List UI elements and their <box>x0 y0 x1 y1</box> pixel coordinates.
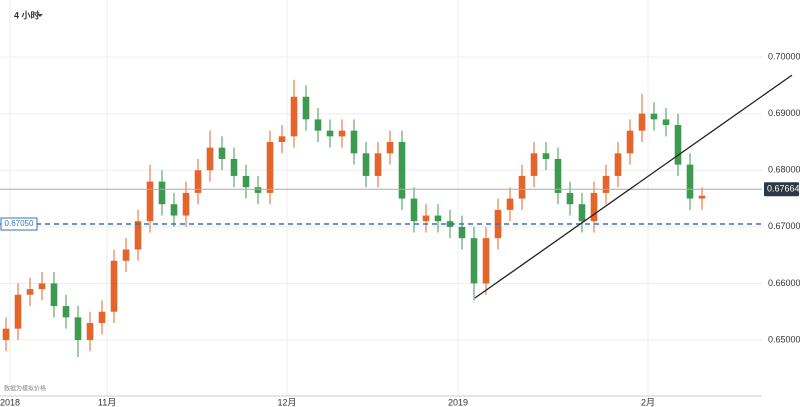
candle-body <box>14 294 22 329</box>
candle-body <box>110 260 118 312</box>
level-label-box <box>0 217 38 231</box>
candle-body <box>674 125 682 165</box>
candle-body <box>542 153 550 159</box>
candle-body <box>134 221 142 250</box>
candle-body <box>122 249 130 261</box>
candle-body <box>266 141 274 193</box>
candle-body <box>206 147 214 171</box>
candle-body <box>278 136 286 142</box>
candle-body <box>170 204 178 216</box>
candle-body <box>50 283 58 307</box>
price-label-box <box>764 182 799 197</box>
candle-body <box>350 130 358 154</box>
candle-body <box>98 311 106 324</box>
candle-body <box>614 153 622 176</box>
candle-body <box>530 153 538 176</box>
candle-body <box>362 153 370 176</box>
candle-body <box>578 204 586 222</box>
candle-body <box>242 175 250 188</box>
y-tick-label: 0.70000 <box>768 52 800 62</box>
x-tick-label: 12月 <box>278 397 297 407</box>
candle-body <box>146 181 154 222</box>
candle-body <box>434 215 442 222</box>
candle-body <box>566 192 574 205</box>
candle-body <box>254 187 262 193</box>
candle-body <box>518 175 526 199</box>
candle-body <box>686 164 694 199</box>
candle-body <box>62 306 70 318</box>
x-tick-label: 2018 <box>0 397 20 407</box>
candle-body <box>194 170 202 193</box>
y-tick-label: 0.68000 <box>768 165 800 175</box>
candle-body <box>326 130 334 137</box>
y-tick-label: 0.67000 <box>768 221 800 231</box>
candle-body <box>422 215 430 222</box>
candle-body <box>410 198 418 222</box>
x-tick-label: 11月 <box>98 397 116 407</box>
timeframe[interactable]: 4 小时 <box>14 9 40 20</box>
candle-body <box>74 317 82 340</box>
y-tick-label: 0.65000 <box>768 334 800 344</box>
candle-body <box>590 192 598 222</box>
candle-body <box>602 175 610 193</box>
candle-body <box>470 238 478 284</box>
level-label: 0.67050 <box>5 219 34 228</box>
dropdown-arrow[interactable] <box>37 14 43 17</box>
candle-body <box>86 323 94 340</box>
candle-body <box>398 141 406 199</box>
price-label: 0.67664 <box>767 184 800 194</box>
plot <box>0 79 762 357</box>
grid <box>0 0 762 396</box>
note: 数据为模拟价格 <box>4 385 46 393</box>
candle-body <box>638 113 646 131</box>
trendline <box>474 74 793 299</box>
candle-body <box>338 130 346 137</box>
candle-body <box>506 198 514 210</box>
candle-body <box>314 119 322 131</box>
candle-body <box>38 283 46 290</box>
y-tick-label: 0.66000 <box>768 278 800 288</box>
candle-body <box>182 192 190 216</box>
candle-body <box>2 328 10 340</box>
candle-body <box>554 158 562 193</box>
x-tick-label: 2月 <box>641 397 655 407</box>
candle-body <box>482 238 490 284</box>
candle-body <box>626 130 634 154</box>
x-tick-label: 2019 <box>448 397 468 407</box>
candle-body <box>218 147 226 159</box>
candle-body <box>698 195 706 199</box>
candle-body <box>290 96 298 137</box>
candle-body <box>386 141 394 154</box>
candle-body <box>158 181 166 205</box>
candle-body <box>302 96 310 120</box>
candle-body <box>230 158 238 176</box>
candle-body <box>458 226 466 239</box>
candle-body <box>374 153 382 176</box>
candle-body <box>662 119 670 126</box>
candle-body <box>650 113 658 120</box>
y-tick-label: 0.69000 <box>768 108 800 118</box>
candle-body <box>26 289 34 295</box>
